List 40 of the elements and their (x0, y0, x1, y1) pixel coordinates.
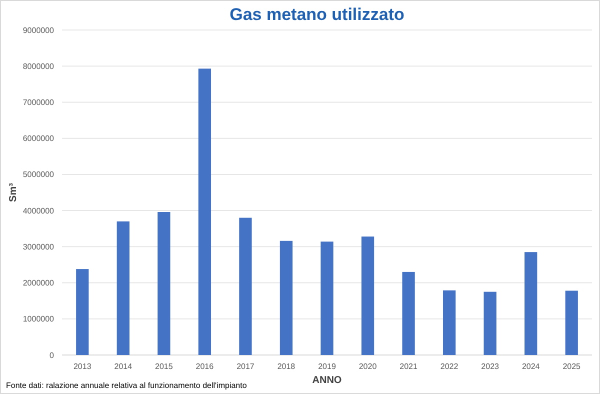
x-tick-label: 2020 (358, 362, 378, 371)
bar (484, 292, 496, 355)
y-tick-label: 6000000 (22, 134, 55, 144)
x-tick-label: 2022 (440, 362, 459, 371)
y-axis-title: Sm³ (8, 182, 19, 202)
y-tick-label: 1000000 (22, 314, 55, 324)
x-tick-label: 2017 (236, 362, 255, 371)
x-tick-label: 2021 (400, 362, 418, 371)
bar (402, 272, 415, 355)
bar (158, 212, 170, 355)
bar (239, 218, 252, 355)
x-tick-label: 2024 (522, 362, 540, 371)
x-tick-label: 2025 (562, 362, 582, 371)
bar (524, 252, 538, 355)
chart-title: Gas metano utilizzato (230, 5, 404, 24)
y-tick-label: 7000000 (22, 98, 55, 108)
bar (320, 242, 334, 355)
bar (198, 68, 212, 355)
x-tick-label: 2015 (155, 362, 174, 371)
y-tick-label: 3000000 (22, 242, 55, 252)
bar (361, 236, 374, 355)
x-tick-label: 2013 (73, 362, 92, 371)
y-tick-label: 9000000 (22, 26, 55, 35)
y-tick-label: 4000000 (22, 206, 55, 216)
x-tick-label: 2014 (114, 362, 133, 371)
x-tick-label: 2016 (196, 362, 214, 371)
bar (76, 269, 89, 355)
y-tick-label: 5000000 (22, 170, 55, 180)
x-tick-label: 2023 (481, 362, 500, 371)
y-tick-label: 0 (50, 350, 55, 360)
x-axis-title: ANNO (312, 375, 342, 386)
bar (442, 290, 456, 355)
y-tick-label: 2000000 (22, 278, 55, 288)
bar (565, 290, 578, 355)
bar (116, 221, 130, 355)
x-tick-label: 2018 (277, 362, 296, 371)
x-tick-label: 2019 (318, 362, 336, 371)
source-note: Fonte dati: ralazione annuale relativa al funzionamento dell'impianto (6, 381, 248, 390)
y-tick-label: 8000000 (22, 62, 55, 71)
bar (280, 240, 293, 355)
